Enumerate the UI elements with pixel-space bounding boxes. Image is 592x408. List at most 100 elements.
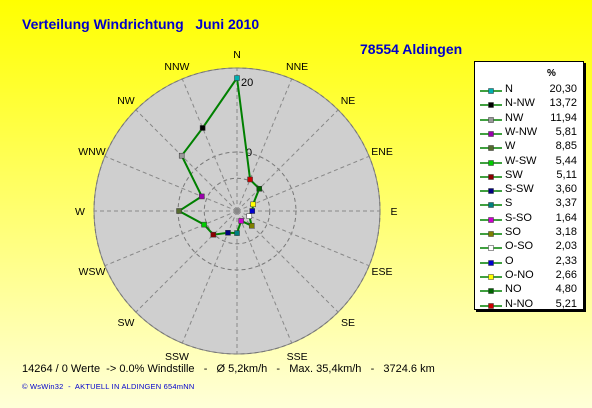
- legend-value: 1,64: [555, 211, 577, 224]
- legend-item: O-NO 2,66: [475, 268, 583, 283]
- grid-spoke: [181, 78, 238, 212]
- legend-value: 11,94: [550, 111, 577, 124]
- data-point: [199, 193, 205, 200]
- legend: % N 20,30 N-NW 13,72 NW 11,94 W-NW 5,81 W 8,85 W-S…: [474, 61, 584, 310]
- legend-value: 13,72: [549, 97, 577, 110]
- legend-value: 20,30: [549, 83, 577, 95]
- compass-label: E: [390, 206, 397, 218]
- legend-direction: N-NO: [505, 297, 534, 310]
- legend-item: O 2,33: [475, 254, 583, 269]
- compass-label: ENE: [371, 146, 393, 158]
- legend-swatch: [480, 131, 502, 137]
- grid-spoke: [104, 210, 238, 267]
- legend-direction: O-NO: [505, 268, 534, 281]
- data-point: [249, 208, 256, 214]
- data-point: [246, 213, 253, 219]
- legend-item: NO 4,80: [475, 282, 583, 297]
- legend-swatch: [480, 302, 502, 309]
- grid-spoke: [236, 109, 339, 212]
- compass-label: SE: [341, 317, 355, 329]
- grid-spoke: [236, 210, 370, 267]
- legend-item: N-NW 13,72: [475, 96, 583, 111]
- legend-swatch: [480, 88, 502, 94]
- legend-header: %: [547, 68, 556, 79]
- legend-value: 2,66: [555, 268, 577, 281]
- legend-direction: O-SO: [505, 240, 534, 253]
- data-point: [201, 221, 207, 228]
- compass-label: NNE: [286, 61, 308, 73]
- legend-value: 5,81: [555, 125, 577, 138]
- legend-item: S-SW 3,60: [475, 182, 583, 197]
- data-point: [247, 176, 253, 183]
- grid-spoke: [104, 155, 238, 212]
- ring-label: 20: [241, 77, 253, 89]
- chart-title: Verteilung Windrichtung Juni 2010: [22, 16, 260, 32]
- legend-swatch: [480, 116, 502, 123]
- data-point: [250, 201, 256, 208]
- compass-label: NE: [341, 95, 356, 107]
- legend-swatch: [480, 245, 502, 252]
- compass-label: SW: [118, 317, 135, 329]
- data-point: [210, 231, 217, 238]
- legend-value: 2,33: [555, 254, 577, 267]
- footer-stats: 14264 / 0 Werte -> 0.0% Windstille - Ø 5…: [22, 363, 435, 375]
- legend-direction: NO: [505, 283, 522, 296]
- compass-label: N: [233, 49, 241, 61]
- legend-swatch: [480, 288, 502, 294]
- data-point: [234, 75, 240, 81]
- grid-spoke: [236, 155, 370, 212]
- data-point: [238, 218, 244, 224]
- legend-item: N-NO 5,21: [475, 297, 583, 312]
- legend-swatch: [480, 274, 502, 280]
- legend-item: S-SO 1,64: [475, 211, 583, 226]
- compass-label: NW: [117, 95, 135, 107]
- wind-rose-chart: 200NNNENEENEEESESESSESSSWSWWSWWWNWNWNNW: [75, 49, 397, 362]
- legend-item: O-SO 2,03: [475, 239, 583, 254]
- legend-value: 5,44: [555, 154, 577, 167]
- legend-direction: W: [505, 140, 516, 153]
- grid-spoke: [135, 210, 238, 313]
- legend-direction: SO: [505, 226, 521, 238]
- compass-label: WSW: [79, 266, 106, 278]
- legend-direction: W-SW: [505, 154, 537, 167]
- legend-value: 4,80: [555, 283, 577, 296]
- data-point: [248, 222, 255, 229]
- compass-label: WNW: [78, 146, 105, 158]
- legend-swatch: [480, 145, 502, 151]
- legend-item: W-NW 5,81: [475, 125, 583, 140]
- legend-value: 5,11: [556, 168, 577, 181]
- legend-item: S 3,37: [475, 196, 583, 211]
- legend-direction: S: [505, 197, 513, 210]
- legend-swatch: [480, 159, 502, 166]
- legend-swatch: [480, 174, 502, 180]
- legend-value: 5,21: [555, 297, 577, 310]
- data-point: [178, 152, 185, 159]
- data-point: [234, 230, 240, 236]
- legend-item: W 8,85: [475, 139, 583, 154]
- compass-label: SSW: [165, 351, 189, 362]
- legend-direction: NW: [505, 111, 524, 124]
- legend-value: 3,37: [555, 197, 577, 210]
- legend-swatch: [480, 102, 502, 109]
- compass-label: SSE: [287, 351, 308, 362]
- legend-item: NW 11,94: [475, 111, 583, 126]
- legend-swatch: [480, 202, 502, 209]
- data-point: [199, 125, 206, 131]
- legend-direction: O: [505, 254, 514, 267]
- legend-swatch: [480, 188, 502, 194]
- grid-ring: [203, 177, 271, 245]
- grid-spoke: [236, 210, 293, 344]
- legend-value: 8,85: [555, 140, 577, 153]
- legend-value: 3,60: [555, 183, 577, 196]
- grid-spoke: [135, 109, 238, 212]
- legend-value: 3,18: [555, 226, 577, 238]
- compass-label: NNW: [164, 61, 189, 73]
- ring-label: 0: [246, 147, 252, 159]
- legend-swatch: [480, 216, 502, 223]
- legend-direction: SW: [505, 168, 523, 181]
- data-point: [176, 208, 182, 214]
- legend-direction: N: [505, 83, 513, 95]
- legend-item: SW 5,11: [475, 168, 583, 183]
- legend-direction: S-SW: [505, 183, 534, 196]
- legend-direction: W-NW: [505, 125, 538, 138]
